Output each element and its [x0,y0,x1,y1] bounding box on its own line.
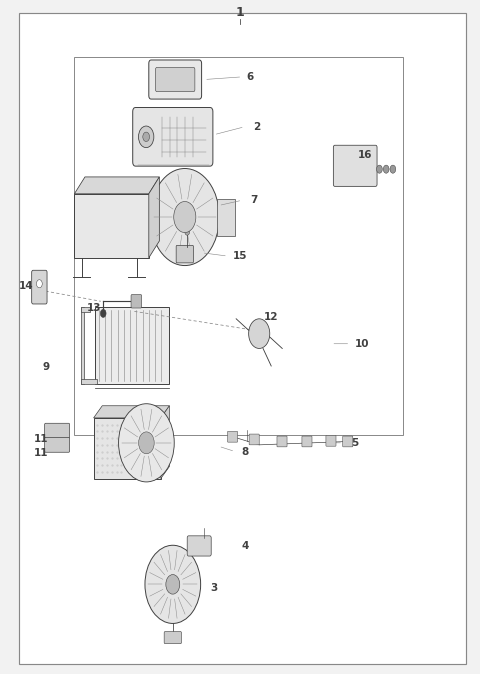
FancyBboxPatch shape [149,60,202,99]
FancyBboxPatch shape [326,435,336,446]
Text: 4: 4 [241,541,249,551]
Text: 10: 10 [355,339,370,348]
Text: 8: 8 [241,447,249,456]
FancyBboxPatch shape [45,423,70,438]
FancyBboxPatch shape [81,307,84,384]
Text: 16: 16 [358,150,372,160]
Circle shape [383,165,389,173]
FancyBboxPatch shape [217,199,235,236]
Circle shape [36,280,42,288]
Polygon shape [94,406,169,418]
Circle shape [174,202,196,233]
Polygon shape [161,406,169,479]
Text: 7: 7 [251,195,258,205]
Circle shape [390,165,396,173]
Circle shape [185,228,190,235]
Text: 9: 9 [42,363,49,372]
FancyBboxPatch shape [45,437,70,452]
FancyBboxPatch shape [164,632,181,644]
FancyBboxPatch shape [19,13,466,664]
FancyBboxPatch shape [81,307,90,312]
Text: 1: 1 [236,5,244,19]
Text: 11: 11 [34,448,48,458]
FancyBboxPatch shape [249,434,259,445]
FancyBboxPatch shape [131,295,142,308]
Polygon shape [149,177,159,257]
Text: 3: 3 [210,584,217,593]
FancyBboxPatch shape [94,418,161,479]
FancyBboxPatch shape [333,146,377,186]
FancyBboxPatch shape [228,431,238,442]
FancyBboxPatch shape [156,67,195,92]
FancyBboxPatch shape [187,536,211,556]
Polygon shape [74,177,159,194]
Text: 2: 2 [253,122,261,131]
Text: 11: 11 [34,435,48,444]
Circle shape [249,319,270,348]
FancyBboxPatch shape [343,436,353,447]
FancyBboxPatch shape [176,245,193,263]
FancyBboxPatch shape [32,270,47,304]
Circle shape [150,168,219,266]
Text: 15: 15 [233,251,247,261]
Circle shape [139,432,154,454]
Circle shape [100,309,106,317]
FancyBboxPatch shape [132,107,213,166]
Circle shape [119,404,174,482]
Circle shape [143,132,150,142]
Circle shape [166,574,180,594]
FancyBboxPatch shape [74,57,403,435]
Text: 14: 14 [19,281,34,290]
Text: 13: 13 [86,303,101,313]
Text: 5: 5 [351,438,359,448]
FancyBboxPatch shape [81,379,97,384]
FancyBboxPatch shape [277,436,287,447]
FancyBboxPatch shape [95,307,169,384]
Circle shape [145,545,201,623]
FancyBboxPatch shape [74,194,149,257]
Text: 12: 12 [264,312,278,321]
Text: 6: 6 [246,72,253,82]
Circle shape [138,126,154,148]
Circle shape [376,165,382,173]
FancyBboxPatch shape [302,436,312,447]
